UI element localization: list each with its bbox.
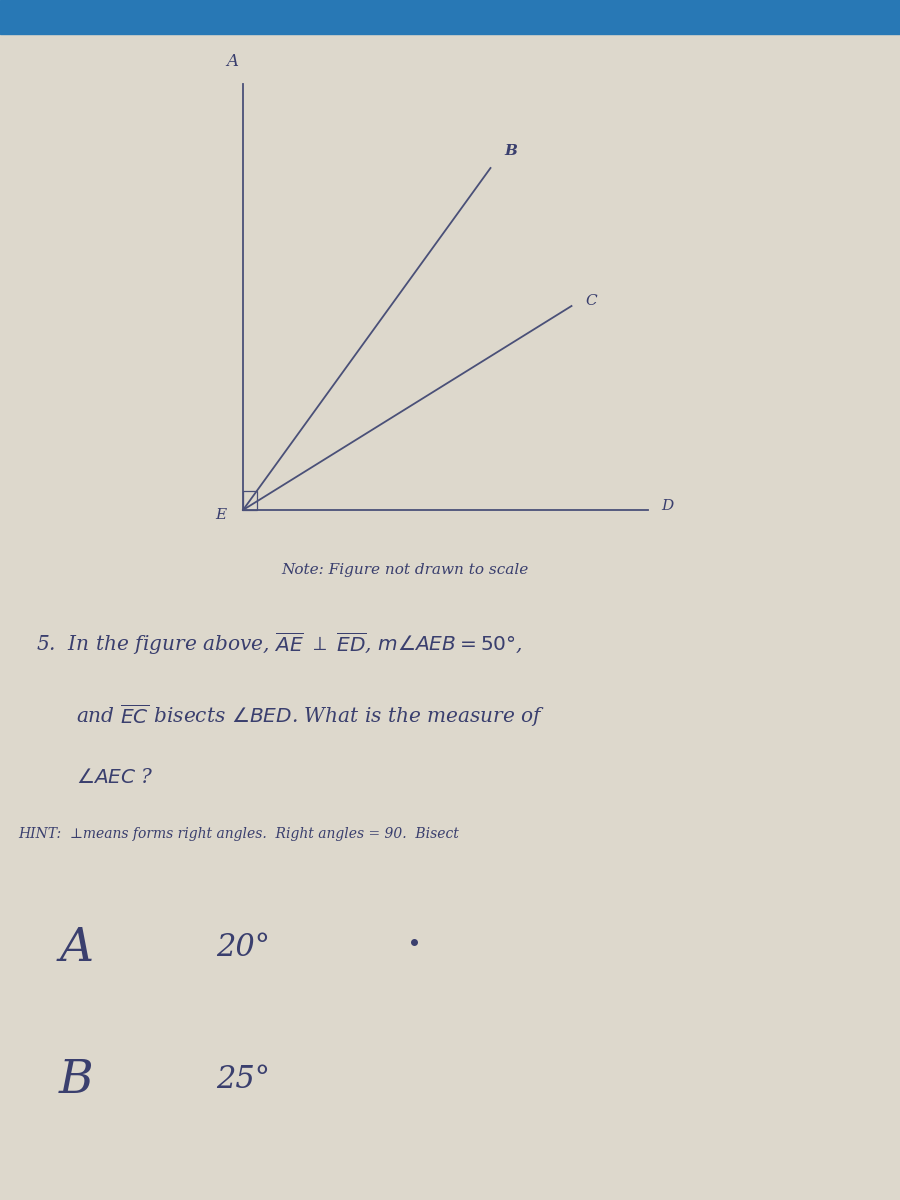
Text: Note: Figure not drawn to scale: Note: Figure not drawn to scale [282, 563, 528, 577]
Text: B: B [504, 144, 517, 158]
Text: 25°: 25° [216, 1064, 270, 1096]
Text: E: E [216, 508, 227, 522]
Bar [243, 491, 257, 510]
Text: B: B [59, 1057, 94, 1103]
Text: and $\overline{EC}$ bisects $\angle BED$. What is the measure of: and $\overline{EC}$ bisects $\angle BED$… [76, 702, 545, 728]
Text: $\angle AEC$ ?: $\angle AEC$ ? [76, 768, 155, 787]
Text: A: A [59, 925, 94, 971]
Text: D: D [662, 499, 674, 514]
Text: C: C [585, 294, 597, 308]
Text: 5.  In the figure above, $\overline{AE}$ $\perp$ $\overline{ED}$, $m\angle AEB =: 5. In the figure above, $\overline{AE}$ … [36, 630, 523, 656]
Text: 20°: 20° [216, 932, 270, 964]
Text: HINT:  ⊥means forms right angles.  Right angles = 90.  Bisect: HINT: ⊥means forms right angles. Right a… [18, 827, 459, 841]
Text: A: A [226, 53, 239, 70]
